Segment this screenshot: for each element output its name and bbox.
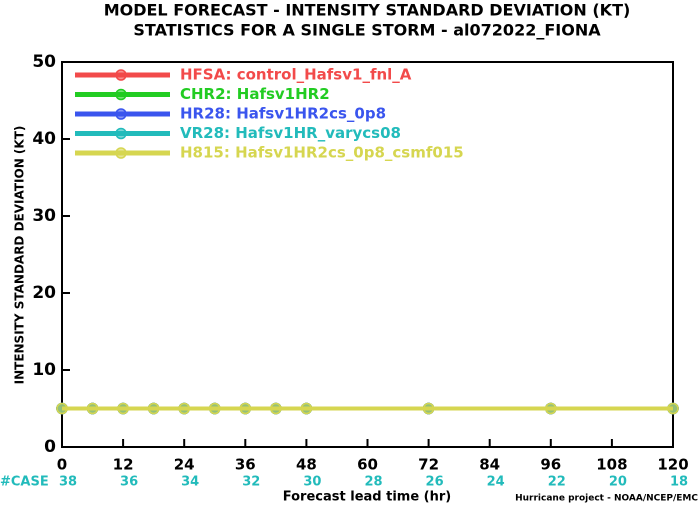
legend-marker	[115, 108, 127, 120]
case-count: 18	[670, 475, 688, 490]
chart-subtitle: STATISTICS FOR A SINGLE STORM - al072022…	[133, 21, 601, 40]
x-tick-label: 108	[596, 456, 627, 474]
legend-label: H815: Hafsv1HR2cs_0p8_csmf015	[180, 144, 464, 162]
series-marker	[178, 402, 190, 415]
y-tick-label: 30	[32, 206, 56, 226]
footer: Hurricane project - NOAA/NCEP/EMC	[515, 494, 698, 504]
case-count: 22	[548, 475, 566, 490]
case-label: #CASE	[0, 475, 49, 490]
plot-frame	[61, 61, 674, 448]
case-count: 38	[59, 475, 77, 490]
series-marker	[147, 402, 160, 415]
legend-marker	[115, 147, 127, 159]
case-count: 34	[181, 475, 199, 490]
series-marker	[422, 402, 435, 415]
x-tick-label: 12	[113, 456, 134, 474]
case-count: 26	[426, 475, 444, 490]
y-tick-label: 50	[32, 52, 56, 72]
y-tick-label: 40	[32, 129, 56, 149]
legend-label: VR28: Hafsv1HR_varycs08	[180, 124, 401, 142]
series-marker	[300, 402, 313, 415]
case-count: 36	[120, 475, 138, 490]
chart-title: MODEL FORECAST - INTENSITY STANDARD DEVI…	[104, 1, 631, 20]
x-tick-label: 24	[174, 456, 195, 474]
legend-label: HR28: Hafsv1HR2cs_0p8	[180, 105, 386, 123]
x-axis-label: Forecast lead time (hr)	[283, 490, 451, 505]
series-marker	[209, 402, 221, 415]
x-tick-label: 96	[540, 456, 561, 474]
y-tick-label: 0	[44, 437, 56, 457]
legend-marker	[115, 69, 127, 81]
y-axis-label: INTENSITY STANDARD DEVIATION (KT)	[13, 126, 27, 385]
y-tick-label: 10	[32, 360, 56, 380]
x-tick-label: 48	[296, 456, 317, 474]
case-count: 28	[364, 475, 382, 490]
y-tick-label: 20	[32, 283, 56, 303]
x-tick-label: 84	[479, 456, 500, 474]
x-tick-label: 72	[418, 456, 439, 474]
legend-marker	[115, 88, 127, 101]
series-marker	[86, 402, 99, 415]
series-marker	[270, 402, 282, 415]
case-count: 24	[487, 475, 505, 490]
series-marker	[667, 402, 679, 415]
series-marker	[56, 402, 68, 415]
series-marker	[239, 402, 252, 415]
legend-marker	[115, 127, 127, 140]
x-tick-label: 60	[357, 456, 378, 474]
legend-label: HFSA: control_Hafsv1_fnl_A	[180, 66, 412, 84]
x-tick-label: 36	[235, 456, 256, 474]
case-count: 20	[609, 475, 627, 490]
series-marker	[117, 402, 129, 415]
case-count: 30	[303, 475, 321, 490]
legend-label: CHR2: Hafsv1HR2	[180, 85, 330, 103]
x-tick-label: 0	[57, 456, 67, 474]
series-marker	[545, 402, 557, 415]
case-count: 32	[242, 475, 260, 490]
x-tick-label: 120	[657, 456, 688, 474]
